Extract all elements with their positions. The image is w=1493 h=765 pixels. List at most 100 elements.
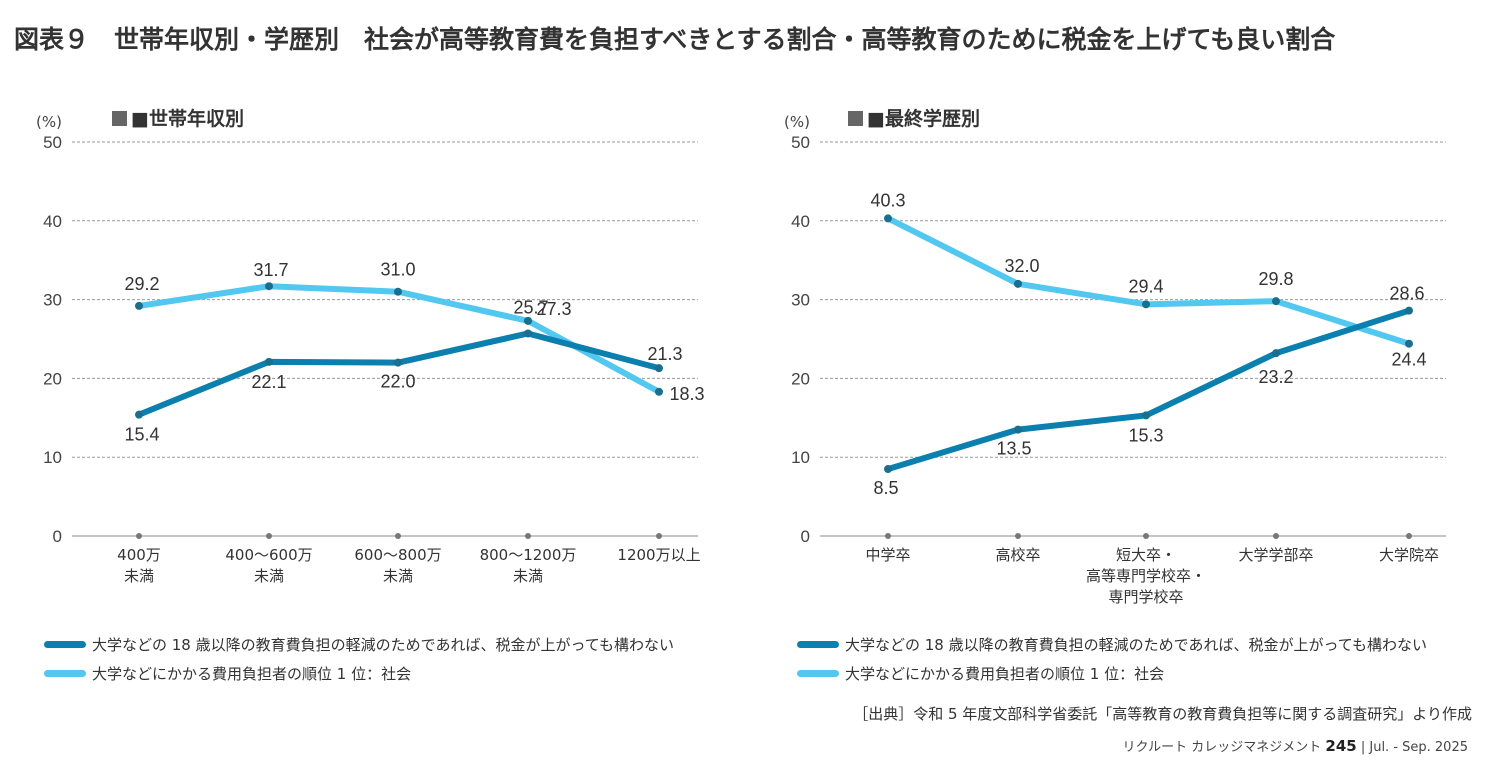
y-tick-label: 20: [43, 369, 62, 388]
x-tick-label: 中学卒: [865, 546, 910, 564]
right-legend: 大学などの 18 歳以降の教育費負担の軽減のためであれば、税金が上がっても構わな…: [797, 630, 1427, 688]
data-label: 8.5: [873, 478, 898, 498]
x-tick-label: 600～800万: [354, 546, 441, 564]
right-y-unit: (%): [784, 113, 810, 131]
data-point: [524, 329, 532, 338]
legend-item: 大学などの 18 歳以降の教育費負担の軽減のためであれば、税金が上がっても構わな…: [797, 630, 1427, 659]
category-tick-dot: [525, 533, 531, 539]
data-label: 15.3: [1128, 425, 1163, 445]
category-tick-dot: [1406, 533, 1412, 539]
legend-swatch-dark: [44, 641, 86, 648]
data-point: [135, 410, 143, 419]
y-tick-label: 40: [791, 212, 810, 231]
data-point: [1014, 279, 1022, 288]
legend-item: 大学などにかかる費用負担者の順位 1 位：社会: [44, 659, 674, 688]
y-tick-label: 0: [53, 527, 62, 546]
data-label: 21.3: [647, 344, 682, 364]
data-label: 27.3: [536, 299, 571, 319]
category-tick-dot: [656, 533, 662, 539]
legend-item: 大学などにかかる費用負担者の順位 1 位：社会: [797, 659, 1427, 688]
legend-label: 大学などにかかる費用負担者の順位 1 位：社会: [845, 665, 1165, 683]
square-bullet-icon: [848, 111, 863, 126]
data-label: 18.3: [669, 384, 704, 404]
data-point: [1014, 425, 1022, 434]
legend-swatch-light: [44, 670, 86, 677]
data-label: 22.1: [251, 372, 286, 392]
source-note: ［出典］令和 5 年度文部科学省委託「高等教育の教育費負担等に関する調査研究」よ…: [853, 705, 1472, 723]
data-point: [655, 364, 663, 373]
data-point: [394, 358, 402, 367]
data-point: [655, 387, 663, 396]
x-tick-label: 400万: [117, 546, 161, 564]
y-tick-label: 10: [43, 448, 62, 467]
data-label: 13.5: [996, 439, 1031, 459]
legend-swatch-light: [797, 670, 839, 677]
data-label: 29.8: [1258, 269, 1293, 289]
data-label: 22.0: [380, 372, 415, 392]
category-tick-dot: [136, 533, 142, 539]
category-tick-dot: [885, 533, 891, 539]
data-point: [1272, 297, 1280, 306]
data-point: [1142, 411, 1150, 420]
x-tick-label: 800～1200万: [480, 546, 577, 564]
data-point: [524, 316, 532, 325]
footer-issue-number: 245: [1325, 737, 1357, 755]
education-line-chart: 0 10 20 30 40 50 中学卒 高校卒 短大卒・高等専門学校卒・専門学校卒 大学学部卒 大…: [791, 133, 1446, 606]
x-tick-label: 未満: [513, 567, 543, 585]
y-tick-label: 10: [791, 448, 810, 467]
footer-publication: リクルート カレッジマネジメント: [1122, 740, 1322, 755]
x-tick-label: 400～600万: [225, 546, 312, 564]
y-tick-label: 20: [791, 369, 810, 388]
data-label: 24.4: [1391, 350, 1426, 370]
data-point: [1272, 349, 1280, 358]
legend-label: 大学などにかかる費用負担者の順位 1 位：社会: [92, 665, 412, 683]
legend-label: 大学などの 18 歳以降の教育費負担の軽減のためであれば、税金が上がっても構わな…: [92, 636, 674, 654]
right-panel-title-text: ■最終学歴別: [867, 108, 980, 130]
data-label: 29.2: [124, 274, 159, 294]
x-tick-label: 大学学部卒: [1238, 546, 1313, 564]
x-tick-label: 未満: [383, 567, 413, 585]
x-tick-label: 大学院卒: [1379, 546, 1439, 564]
y-tick-label: 40: [43, 212, 62, 231]
category-tick-dot: [1143, 533, 1149, 539]
data-point: [884, 465, 892, 474]
left-legend: 大学などの 18 歳以降の教育費負担の軽減のためであれば、税金が上がっても構わな…: [44, 630, 674, 688]
x-tick-label: 高等専門学校卒・: [1086, 567, 1206, 585]
data-label: 31.0: [380, 260, 415, 280]
data-point: [265, 282, 273, 291]
data-label: 28.6: [1389, 284, 1424, 304]
category-tick-dot: [395, 533, 401, 539]
x-tick-label: 未満: [124, 567, 154, 585]
data-label: 32.0: [1004, 256, 1039, 276]
x-tick-label: 高校卒: [995, 546, 1040, 564]
footer-separator: |: [1360, 740, 1366, 755]
data-label: 40.3: [870, 190, 905, 210]
legend-label: 大学などの 18 歳以降の教育費負担の軽減のためであれば、税金が上がっても構わな…: [845, 636, 1427, 654]
data-label: 31.7: [253, 260, 288, 280]
category-tick-dot: [1015, 533, 1021, 539]
y-tick-label: 30: [43, 291, 62, 310]
category-tick-dot: [1273, 533, 1279, 539]
y-tick-label: 30: [791, 291, 810, 310]
data-point: [394, 287, 402, 296]
data-point: [265, 357, 273, 366]
data-point: [1142, 300, 1150, 309]
page-footer: リクルート カレッジマネジメント 245 | Jul. - Sep. 2025: [1123, 736, 1469, 755]
left-panel-title-text: ■世帯年収別: [131, 108, 244, 130]
square-bullet-icon: [112, 111, 127, 126]
data-label: 25.7: [513, 297, 548, 317]
category-tick-dot: [266, 533, 272, 539]
y-tick-label: 50: [43, 133, 62, 152]
left-panel-title: ■世帯年収別: [112, 104, 244, 131]
legend-item: 大学などの 18 歳以降の教育費負担の軽減のためであれば、税金が上がっても構わな…: [44, 630, 674, 659]
data-point: [1405, 339, 1413, 348]
right-panel-title: ■最終学歴別: [848, 104, 980, 131]
x-tick-label: 1200万以上: [617, 546, 700, 564]
footer-date: Jul. - Sep. 2025: [1369, 740, 1468, 755]
legend-swatch-dark: [797, 641, 839, 648]
x-tick-label: 短大卒・: [1116, 546, 1176, 564]
data-label: 15.4: [124, 425, 159, 445]
figure-title: 図表９ 世帯年収別・学歴別 社会が高等教育費を負担すべきとする割合・高等教育のた…: [14, 25, 1336, 54]
data-label: 29.4: [1128, 276, 1163, 296]
